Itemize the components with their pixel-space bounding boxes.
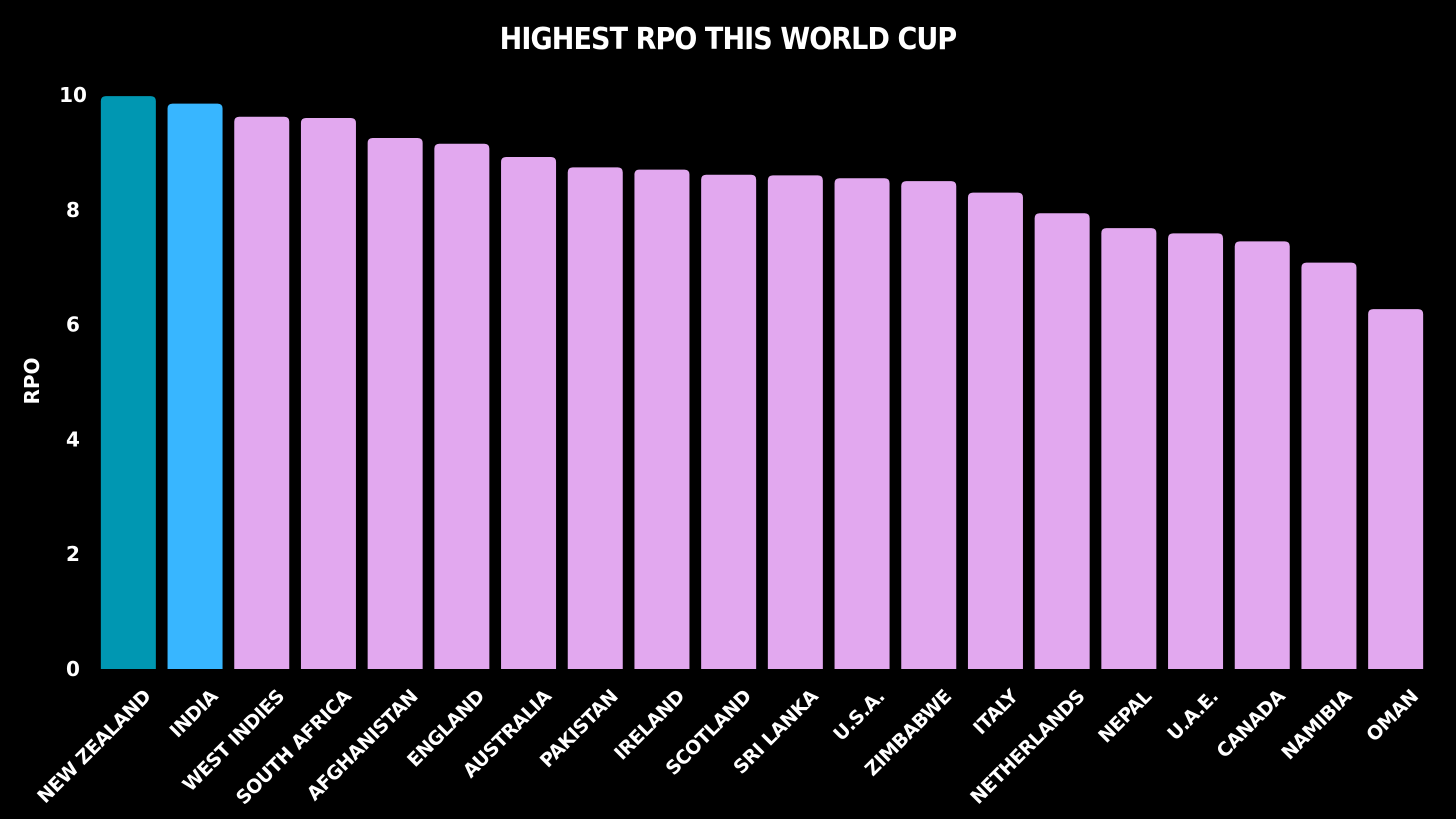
- x-tick-label: INDIA: [166, 685, 223, 742]
- bar: [967, 192, 1023, 669]
- bar: [767, 175, 823, 670]
- bar: [501, 156, 557, 669]
- chart-title: HIGHEST RPO THIS WORLD CUP: [499, 22, 958, 57]
- bar: [701, 174, 757, 669]
- x-tick-label: AFGHANISTAN: [303, 686, 423, 806]
- y-tick-label: 10: [59, 83, 87, 107]
- bar: [234, 116, 290, 669]
- bar: [834, 178, 890, 670]
- y-tick-label: 8: [66, 198, 80, 222]
- x-tick-label: NEPAL: [1094, 685, 1156, 747]
- x-tick-label: NAMIBIA: [1277, 685, 1356, 764]
- y-tick-label: 6: [66, 313, 80, 337]
- x-tick-label: SOUTH AFRICA: [232, 685, 356, 809]
- x-tick-label: U.S.A.: [829, 686, 889, 746]
- bar: [1368, 309, 1424, 669]
- bar: [434, 143, 490, 670]
- x-tick-label: ITALY: [969, 685, 1023, 739]
- y-tick-label: 0: [66, 657, 80, 681]
- bar: [167, 103, 223, 670]
- bar: [1101, 228, 1157, 669]
- bar: [567, 167, 623, 669]
- bar: [1168, 233, 1224, 670]
- bar: [1034, 213, 1090, 669]
- x-tick-label: NEW ZEALAND: [33, 686, 155, 808]
- bar: [100, 96, 156, 669]
- bar: [901, 181, 957, 669]
- bar: [1301, 262, 1357, 669]
- bar: [634, 169, 690, 669]
- y-tick-label: 4: [66, 427, 80, 451]
- bar: [367, 138, 423, 670]
- bar: [1234, 241, 1290, 669]
- x-tick-label: U.A.E.: [1163, 686, 1222, 745]
- x-tick-label: OMAN: [1362, 686, 1423, 747]
- y-tick-label: 2: [66, 542, 80, 566]
- x-tick-label: NETHERLANDS: [966, 686, 1089, 809]
- bar: [300, 117, 356, 669]
